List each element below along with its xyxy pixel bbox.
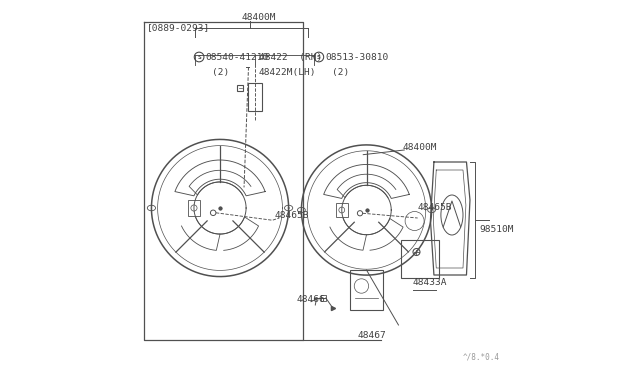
Text: 48465B: 48465B: [418, 203, 452, 212]
Bar: [336, 203, 348, 217]
Bar: [401, 240, 439, 278]
Bar: [188, 201, 200, 215]
Bar: [349, 270, 383, 310]
Bar: [321, 295, 326, 301]
Text: 48467: 48467: [358, 331, 387, 340]
Text: (2): (2): [212, 68, 230, 77]
Text: 48422M(LH): 48422M(LH): [259, 68, 316, 77]
Text: (2): (2): [332, 68, 349, 77]
Text: 48466: 48466: [297, 295, 326, 304]
Text: 48433A: 48433A: [413, 278, 447, 287]
Text: 98510M: 98510M: [479, 225, 514, 234]
Text: 48400M: 48400M: [403, 143, 437, 152]
Text: 08513-30810: 08513-30810: [325, 53, 388, 62]
Text: 48465B: 48465B: [275, 211, 309, 220]
Text: 48400M: 48400M: [241, 13, 276, 22]
Text: 48422  (RH): 48422 (RH): [259, 53, 322, 62]
Text: [0889-0293]: [0889-0293]: [147, 23, 210, 32]
Text: S: S: [317, 55, 321, 60]
Text: 08540-41210: 08540-41210: [205, 53, 269, 62]
Text: S: S: [197, 55, 201, 60]
Text: ^/8.*0.4: ^/8.*0.4: [463, 353, 499, 362]
